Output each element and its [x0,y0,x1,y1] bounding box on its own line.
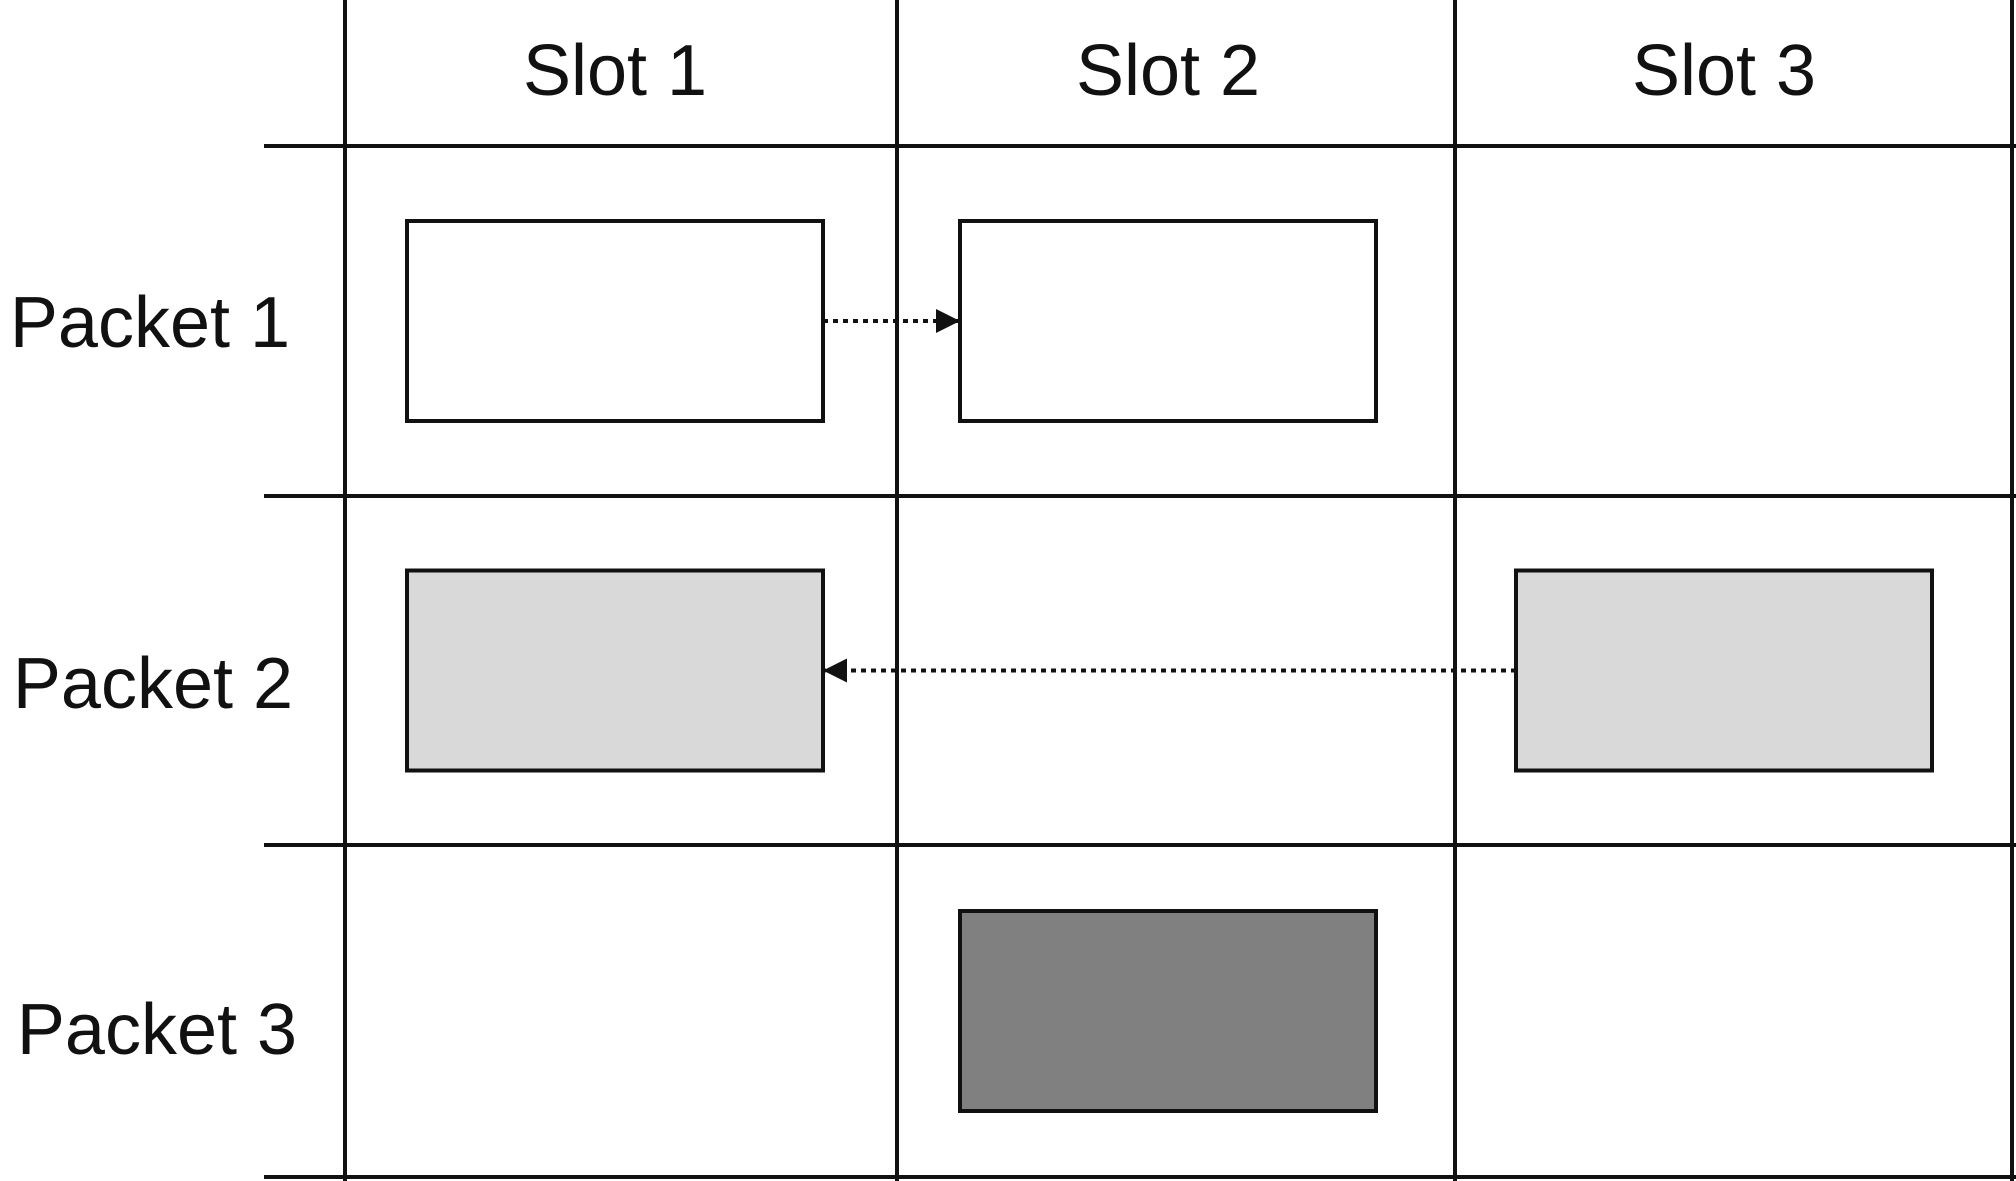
grid-lines [264,0,2016,1181]
packet-label-3: Packet 3 [17,990,297,1070]
packet-boxes [405,219,1934,1113]
packet-box [1514,568,1934,773]
packet-box [405,568,825,773]
packet-box [958,219,1378,423]
slot-headers: Slot 1 Slot 2 Slot 3 [523,31,1816,111]
slot-header-1: Slot 1 [523,31,707,111]
slot-header-2: Slot 2 [1076,31,1260,111]
slot-header-3: Slot 3 [1632,31,1816,111]
packet-box [958,909,1378,1113]
packet-box [405,219,825,423]
packet-label-2: Packet 2 [13,644,293,724]
transfer-arrows [823,309,1516,683]
packet-label-1: Packet 1 [10,283,290,363]
packet-labels: Packet 1 Packet 2 Packet 3 [10,283,297,1070]
